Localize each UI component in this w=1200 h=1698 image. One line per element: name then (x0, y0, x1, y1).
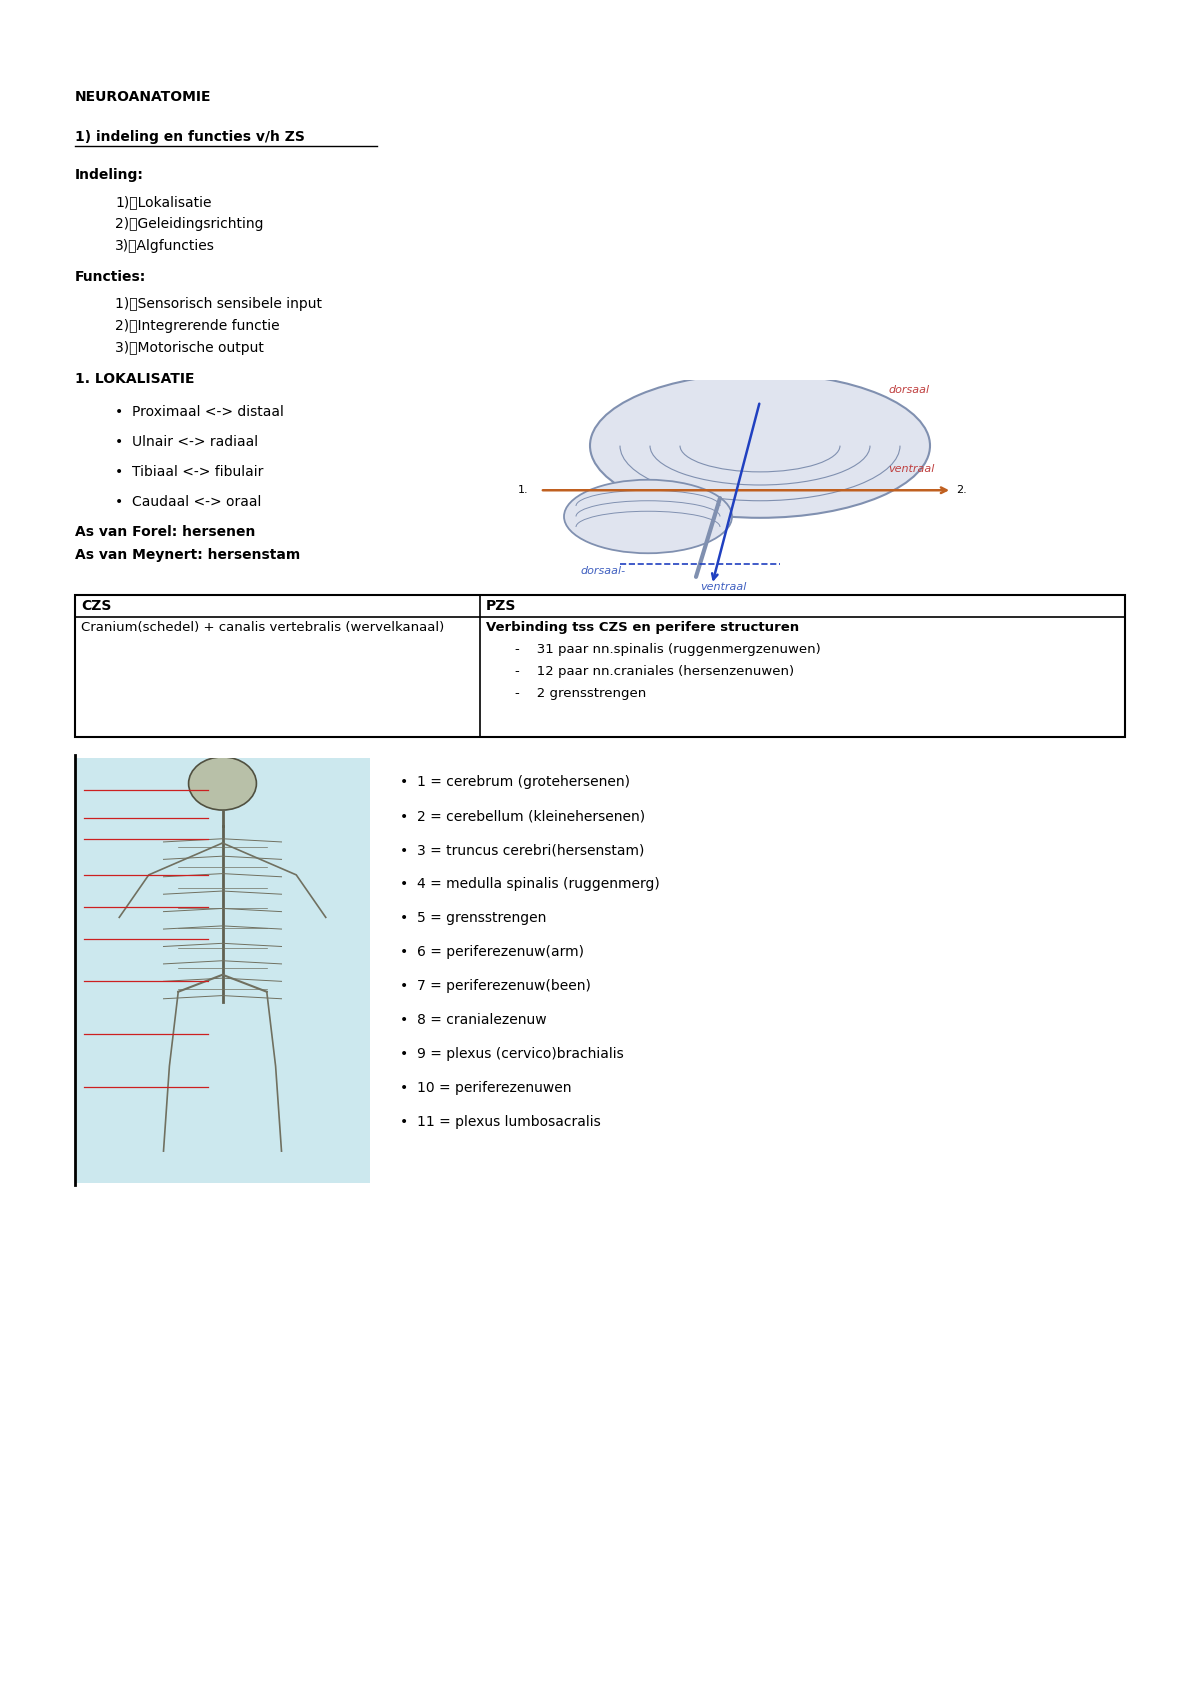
Text: •  9 = plexus (cervico)brachialis: • 9 = plexus (cervico)brachialis (400, 1048, 624, 1061)
Text: ventraal: ventraal (888, 464, 935, 474)
Text: Functies:: Functies: (74, 270, 146, 284)
Text: •  Ulnair <-> radiaal: • Ulnair <-> radiaal (115, 435, 258, 448)
Text: CZS: CZS (82, 599, 112, 613)
Text: As van Meynert: hersenstam: As van Meynert: hersenstam (74, 548, 300, 562)
Bar (74, 757, 370, 1184)
Text: •  7 = periferezenuw(been): • 7 = periferezenuw(been) (400, 980, 590, 993)
Text: NEUROANATOMIE: NEUROANATOMIE (74, 90, 211, 104)
Ellipse shape (590, 374, 930, 518)
Text: PZS: PZS (486, 599, 516, 613)
Text: dorsaal: dorsaal (888, 385, 929, 396)
Text: -    31 paar nn.spinalis (ruggenmergzenuwen): - 31 paar nn.spinalis (ruggenmergzenuwen… (515, 644, 821, 655)
Text: •  4 = medulla spinalis (ruggenmerg): • 4 = medulla spinalis (ruggenmerg) (400, 876, 660, 891)
Text: •  2 = cerebellum (kleinehersenen): • 2 = cerebellum (kleinehersenen) (400, 808, 646, 824)
Text: •  5 = grensstrengen: • 5 = grensstrengen (400, 912, 546, 925)
Text: •  8 = cranialezenuw: • 8 = cranialezenuw (400, 1014, 547, 1027)
Ellipse shape (564, 481, 732, 554)
Text: As van Forel: hersenen: As van Forel: hersenen (74, 525, 256, 538)
Text: •  Caudaal <-> oraal: • Caudaal <-> oraal (115, 496, 262, 509)
Text: •  6 = periferezenuw(arm): • 6 = periferezenuw(arm) (400, 946, 584, 959)
Text: •  Tibiaal <-> fibulair: • Tibiaal <-> fibulair (115, 465, 263, 479)
Text: 1)	Sensorisch sensibele input: 1) Sensorisch sensibele input (115, 297, 322, 311)
Text: Cranium(schedel) + canalis vertebralis (wervelkanaal): Cranium(schedel) + canalis vertebralis (… (82, 621, 444, 633)
Text: •  11 = plexus lumbosacralis: • 11 = plexus lumbosacralis (400, 1116, 601, 1129)
Text: 2.: 2. (956, 486, 967, 496)
Text: 3)	Motorische output: 3) Motorische output (115, 341, 264, 355)
Text: Verbinding tss CZS en perifere structuren: Verbinding tss CZS en perifere structure… (486, 621, 799, 633)
Text: •  1 = cerebrum (grotehersenen): • 1 = cerebrum (grotehersenen) (400, 774, 630, 790)
Text: Indeling:: Indeling: (74, 168, 144, 182)
Text: •  Proximaal <-> distaal: • Proximaal <-> distaal (115, 406, 284, 419)
Text: 3)	Algfuncties: 3) Algfuncties (115, 239, 215, 253)
Text: ventraal: ventraal (700, 582, 746, 593)
Text: 1)	Lokalisatie: 1) Lokalisatie (115, 195, 211, 209)
Text: •  3 = truncus cerebri(hersenstam): • 3 = truncus cerebri(hersenstam) (400, 842, 644, 857)
Text: dorsaal-: dorsaal- (580, 565, 625, 576)
Text: 1) indeling en functies v/h ZS: 1) indeling en functies v/h ZS (74, 131, 305, 144)
Text: 2)	Geleidingsrichting: 2) Geleidingsrichting (115, 217, 264, 231)
Text: -    2 grensstrengen: - 2 grensstrengen (515, 688, 647, 700)
Text: 1. LOKALISATIE: 1. LOKALISATIE (74, 372, 194, 385)
Text: 1.: 1. (517, 486, 528, 496)
Text: -    12 paar nn.craniales (hersenzenuwen): - 12 paar nn.craniales (hersenzenuwen) (515, 666, 794, 678)
Text: 2)	Integrerende functie: 2) Integrerende functie (115, 319, 280, 333)
Text: •  10 = periferezenuwen: • 10 = periferezenuwen (400, 1082, 571, 1095)
Ellipse shape (188, 757, 257, 810)
Bar (74, 594, 1126, 737)
